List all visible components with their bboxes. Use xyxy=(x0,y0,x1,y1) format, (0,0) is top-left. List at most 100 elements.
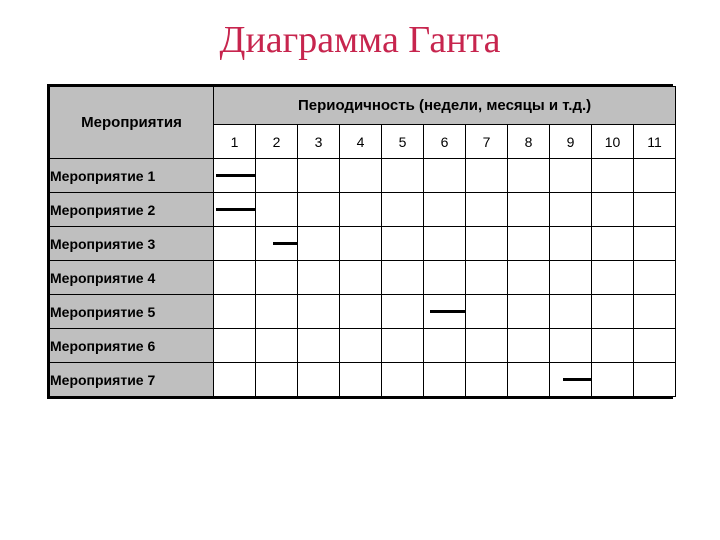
gantt-cell xyxy=(298,295,340,329)
gantt-cell xyxy=(340,261,382,295)
gantt-cell xyxy=(214,193,256,227)
gantt-cell xyxy=(298,363,340,397)
gantt-cell xyxy=(508,159,550,193)
gantt-cell xyxy=(466,159,508,193)
gantt-cell xyxy=(550,363,592,397)
gantt-cell xyxy=(298,329,340,363)
gantt-cell xyxy=(214,329,256,363)
gantt-chart: МероприятияПериодичность (недели, месяцы… xyxy=(47,84,673,399)
gantt-cell xyxy=(634,261,676,295)
period-header-4: 4 xyxy=(340,125,382,159)
gantt-cell xyxy=(340,329,382,363)
header-activities: Мероприятия xyxy=(50,87,214,159)
gantt-cell xyxy=(256,193,298,227)
gantt-cell xyxy=(214,295,256,329)
gantt-cell xyxy=(508,295,550,329)
header-periodicity: Периодичность (недели, месяцы и т.д.) xyxy=(214,87,676,125)
page-title: Диаграмма Ганта xyxy=(0,0,720,84)
gantt-cell xyxy=(256,227,298,261)
gantt-cell xyxy=(424,193,466,227)
period-header-8: 8 xyxy=(508,125,550,159)
gantt-cell xyxy=(550,261,592,295)
row-label: Мероприятие 3 xyxy=(50,227,214,261)
gantt-cell xyxy=(508,329,550,363)
gantt-cell xyxy=(382,295,424,329)
gantt-cell xyxy=(466,227,508,261)
gantt-cell xyxy=(592,193,634,227)
gantt-cell xyxy=(214,363,256,397)
gantt-table: МероприятияПериодичность (недели, месяцы… xyxy=(49,86,676,397)
gantt-cell xyxy=(550,295,592,329)
gantt-cell xyxy=(550,329,592,363)
period-header-7: 7 xyxy=(466,125,508,159)
period-header-9: 9 xyxy=(550,125,592,159)
gantt-cell xyxy=(340,295,382,329)
row-label: Мероприятие 4 xyxy=(50,261,214,295)
gantt-cell xyxy=(340,363,382,397)
period-header-3: 3 xyxy=(298,125,340,159)
gantt-cell xyxy=(340,193,382,227)
period-header-2: 2 xyxy=(256,125,298,159)
period-header-10: 10 xyxy=(592,125,634,159)
gantt-cell xyxy=(256,363,298,397)
row-label: Мероприятие 2 xyxy=(50,193,214,227)
gantt-cell xyxy=(340,227,382,261)
gantt-cell xyxy=(592,329,634,363)
gantt-cell xyxy=(214,159,256,193)
gantt-cell xyxy=(382,261,424,295)
gantt-cell xyxy=(634,159,676,193)
gantt-cell xyxy=(340,159,382,193)
period-header-5: 5 xyxy=(382,125,424,159)
gantt-cell xyxy=(424,329,466,363)
gantt-row: Мероприятие 4 xyxy=(50,261,676,295)
period-header-6: 6 xyxy=(424,125,466,159)
gantt-cell xyxy=(634,227,676,261)
gantt-cell xyxy=(550,227,592,261)
gantt-cell xyxy=(634,193,676,227)
row-label: Мероприятие 5 xyxy=(50,295,214,329)
gantt-cell xyxy=(592,159,634,193)
gantt-cell xyxy=(466,193,508,227)
gantt-row: Мероприятие 6 xyxy=(50,329,676,363)
gantt-row: Мероприятие 1 xyxy=(50,159,676,193)
gantt-cell xyxy=(256,261,298,295)
gantt-cell xyxy=(508,227,550,261)
gantt-cell xyxy=(424,295,466,329)
gantt-cell xyxy=(634,363,676,397)
gantt-cell xyxy=(592,363,634,397)
gantt-cell xyxy=(634,329,676,363)
gantt-cell xyxy=(634,295,676,329)
gantt-cell xyxy=(382,329,424,363)
gantt-cell xyxy=(592,227,634,261)
gantt-row: Мероприятие 3 xyxy=(50,227,676,261)
row-label: Мероприятие 1 xyxy=(50,159,214,193)
gantt-cell xyxy=(550,159,592,193)
gantt-cell xyxy=(466,261,508,295)
gantt-cell xyxy=(424,363,466,397)
gantt-cell xyxy=(256,159,298,193)
gantt-cell xyxy=(382,227,424,261)
gantt-cell xyxy=(424,227,466,261)
gantt-cell xyxy=(214,261,256,295)
gantt-row: Мероприятие 2 xyxy=(50,193,676,227)
gantt-cell xyxy=(382,159,424,193)
gantt-cell xyxy=(424,159,466,193)
gantt-cell xyxy=(508,363,550,397)
gantt-cell xyxy=(466,363,508,397)
row-label: Мероприятие 7 xyxy=(50,363,214,397)
gantt-cell xyxy=(466,329,508,363)
period-header-11: 11 xyxy=(634,125,676,159)
gantt-cell xyxy=(256,329,298,363)
gantt-cell xyxy=(214,227,256,261)
gantt-cell xyxy=(592,261,634,295)
row-label: Мероприятие 6 xyxy=(50,329,214,363)
gantt-cell xyxy=(298,227,340,261)
gantt-row: Мероприятие 5 xyxy=(50,295,676,329)
gantt-cell xyxy=(466,295,508,329)
page: Диаграмма Ганта МероприятияПериодичность… xyxy=(0,0,720,540)
gantt-cell xyxy=(298,193,340,227)
gantt-cell xyxy=(592,295,634,329)
period-header-1: 1 xyxy=(214,125,256,159)
gantt-cell xyxy=(508,193,550,227)
gantt-cell xyxy=(508,261,550,295)
